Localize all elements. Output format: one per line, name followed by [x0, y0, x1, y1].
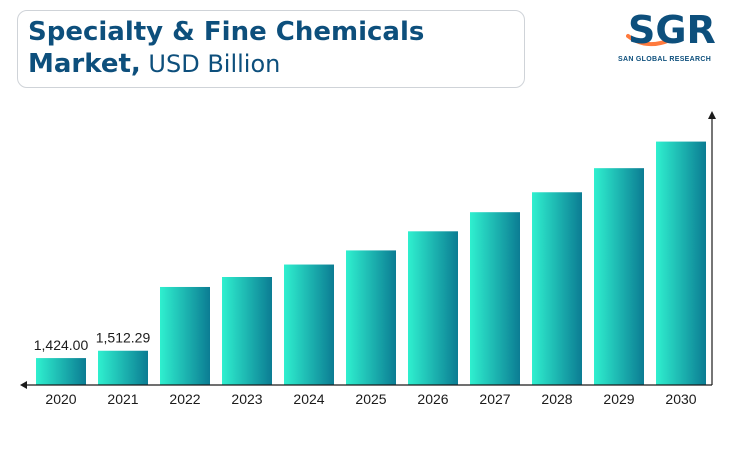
bar-2021	[98, 350, 148, 385]
x-tick-2030: 2030	[665, 391, 696, 407]
x-tick-2024: 2024	[293, 391, 324, 407]
x-tick-2022: 2022	[169, 391, 200, 407]
x-tick-2020: 2020	[45, 391, 76, 407]
title-box: Specialty & Fine Chemicals Market, USD B…	[17, 10, 525, 88]
chart-title-line2: Market, USD Billion	[28, 49, 280, 79]
bar-2026	[408, 231, 458, 385]
sgr-logo-letters: SGR	[628, 10, 716, 52]
y-axis-arrow	[708, 111, 716, 119]
x-tick-2021: 2021	[107, 391, 138, 407]
bar-2020	[36, 358, 86, 385]
x-tick-labels: 2020 2021 2022 2023 2024 2025 2026 2027 2028 2029…	[45, 391, 696, 407]
bar-2024	[284, 264, 334, 385]
x-tick-2025: 2025	[355, 391, 386, 407]
data-label-2020: 1,424.00	[34, 337, 89, 353]
x-tick-2023: 2023	[231, 391, 262, 407]
bars-group	[36, 141, 706, 385]
x-tick-2027: 2027	[479, 391, 510, 407]
bar-2022	[160, 286, 210, 385]
bar-2023	[222, 277, 272, 385]
bar-2027	[470, 212, 520, 385]
sgr-logo: SGR SAN GLOBAL RESEARCH	[616, 10, 726, 68]
bar-2025	[346, 250, 396, 385]
sgr-logo-text: SAN GLOBAL RESEARCH	[618, 56, 712, 63]
x-tick-2026: 2026	[417, 391, 448, 407]
x-axis-arrow	[20, 381, 27, 389]
bar-2029	[594, 168, 644, 385]
chart-title-unit: USD Billion	[140, 50, 281, 78]
data-label-2021: 1,512.29	[96, 330, 151, 346]
data-labels: 1,424.00 1,512.29	[34, 330, 151, 353]
bar-2028	[532, 192, 582, 385]
chart-title-market: Market,	[28, 49, 141, 79]
bar-2030	[656, 141, 706, 385]
chart-title-line1: Specialty & Fine Chemicals	[28, 17, 425, 47]
sgr-logo-mark: SGR	[626, 10, 716, 52]
x-tick-2028: 2028	[541, 391, 572, 407]
x-tick-2029: 2029	[603, 391, 634, 407]
